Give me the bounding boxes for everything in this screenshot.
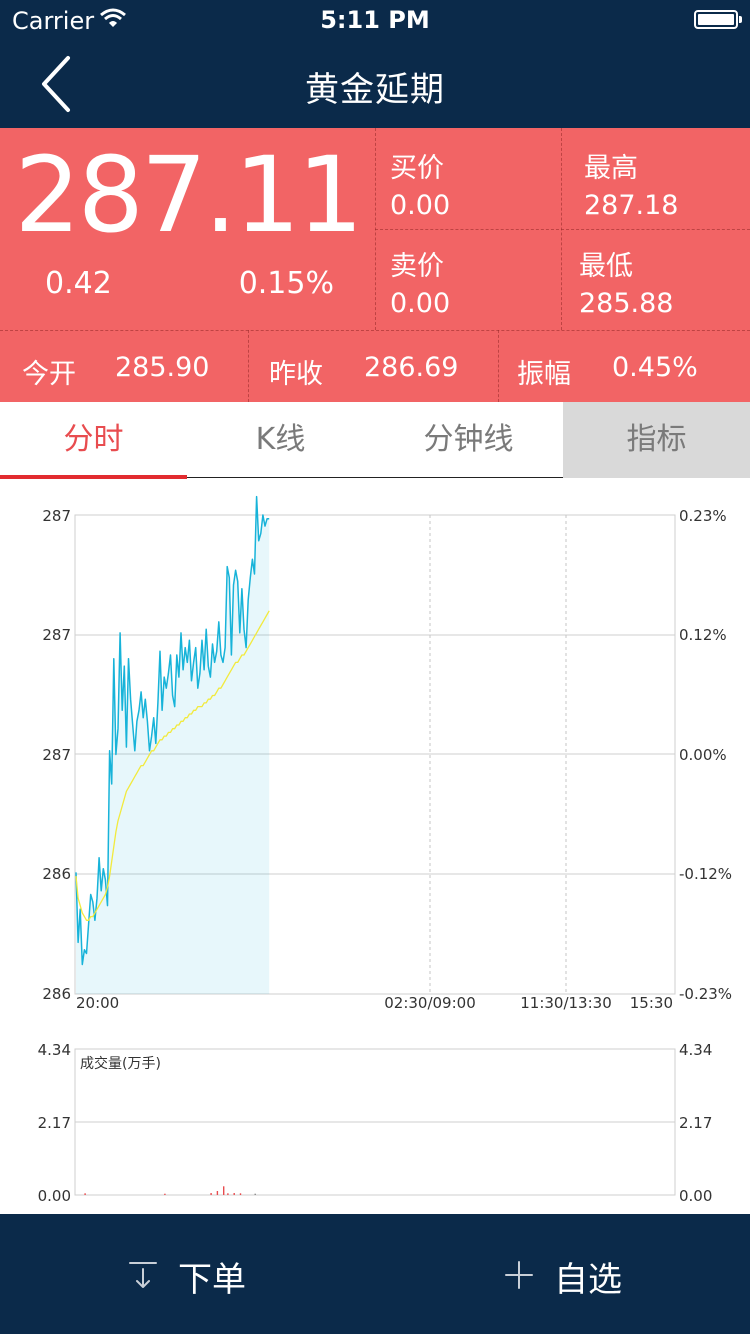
carrier-label: Carrier [12,7,95,35]
left-axis-label: 287 [42,507,71,525]
right-axis-label: 0.23% [679,507,727,525]
volume-bar [239,1193,242,1195]
volume-bar [233,1193,235,1195]
volume-right-axis-label: 2.17 [679,1114,712,1132]
volume-bar [223,1186,225,1195]
time-axis-label: 02:30/09:00 [384,994,476,1012]
plus-icon [505,1261,533,1289]
wifi-icon [100,8,126,27]
volume-right-axis-label: 4.34 [679,1041,712,1059]
left-axis-label: 286 [42,985,71,1003]
amplitude-value: 0.45% [612,352,698,383]
average-price-line [75,610,270,921]
left-axis-label: 286 [42,865,71,883]
time-axis-label: 11:30/13:30 [520,994,612,1012]
place-order-button[interactable]: 下单 [0,1214,375,1334]
left-axis-label: 287 [42,746,71,764]
open-value: 285.90 [115,352,210,383]
add-to-watchlist-label: 自选 [554,1260,622,1300]
open-label: 今开 [22,359,76,390]
low-value: 285.88 [579,288,674,319]
divider [498,330,499,402]
add-to-watchlist-button[interactable]: 自选 [375,1214,750,1334]
amplitude-label: 振幅 [517,359,571,390]
ask-label: 卖价 [390,251,444,282]
divider [375,229,750,230]
volume-bar [84,1193,86,1195]
intraday-chart[interactable]: 287 287 287 286 286 0.23% 0.12% 0.00% -0… [0,478,750,1214]
volume-bar [216,1191,219,1195]
tab-minute-line[interactable]: 分钟线 [423,422,514,457]
volume-left-axis-label: 0.00 [38,1187,71,1205]
low-label: 最低 [579,251,633,282]
price-area-fill [76,496,270,994]
left-axis-label: 287 [42,626,71,644]
prev-close-value: 286.69 [364,352,459,383]
tab-kline[interactable]: K线 [255,422,306,457]
volume-left-axis-label: 2.17 [38,1114,71,1132]
time-axis-label: 20:00 [76,994,119,1012]
volume-title: 成交量(万手) [80,1055,161,1072]
order-download-icon [129,1262,157,1288]
volume-left-axis-label: 4.34 [38,1041,71,1059]
bid-value: 0.00 [390,190,451,221]
tab-indicators[interactable]: 指标 [563,402,750,478]
prev-close-label: 昨收 [269,359,323,390]
volume-right-axis-label: 0.00 [679,1187,712,1205]
high-label: 最高 [584,153,638,184]
bid-label: 买价 [390,153,444,184]
divider [248,330,249,402]
quote-panel: 287.11 0.42 0.15% 买价 0.00 最高 287.18 卖价 0… [0,128,750,402]
chart-tab-bar: 分时 K线 分钟线 指标 [0,402,750,479]
tab-intraday[interactable]: 分时 [0,402,187,479]
top-navigation-bar: Carrier 5:11 PM 黄金延期 [0,0,750,128]
place-order-label: 下单 [178,1260,246,1300]
volume-bar [254,1193,256,1195]
price-series-group [75,495,270,994]
ask-value: 0.00 [390,288,451,319]
price-line [75,495,270,966]
battery-icon [694,10,742,29]
high-value: 287.18 [584,190,679,221]
right-axis-label: 0.12% [679,626,727,644]
time-axis-label: 15:30 [630,994,673,1012]
back-button[interactable] [28,50,88,116]
volume-bar [227,1193,229,1195]
chevron-left-icon [42,56,70,112]
right-axis-label: -0.12% [679,865,732,883]
right-axis-label: -0.23% [679,985,732,1003]
volume-bar [164,1193,166,1195]
price-change-percent: 0.15% [238,266,334,301]
last-price: 287.11 [14,134,364,256]
price-change: 0.42 [45,266,112,301]
volume-bars-group [84,1186,256,1195]
page-title: 黄金延期 [305,70,445,110]
clock-label: 5:11 PM [320,6,430,34]
chart-canvas: 287 287 287 286 286 0.23% 0.12% 0.00% -0… [38,495,732,1205]
bottom-action-bar: 下单 自选 [0,1214,750,1334]
status-bar: Carrier 5:11 PM [0,0,750,40]
right-axis-label: 0.00% [679,746,727,764]
volume-bar [210,1193,212,1195]
divider [0,330,750,331]
